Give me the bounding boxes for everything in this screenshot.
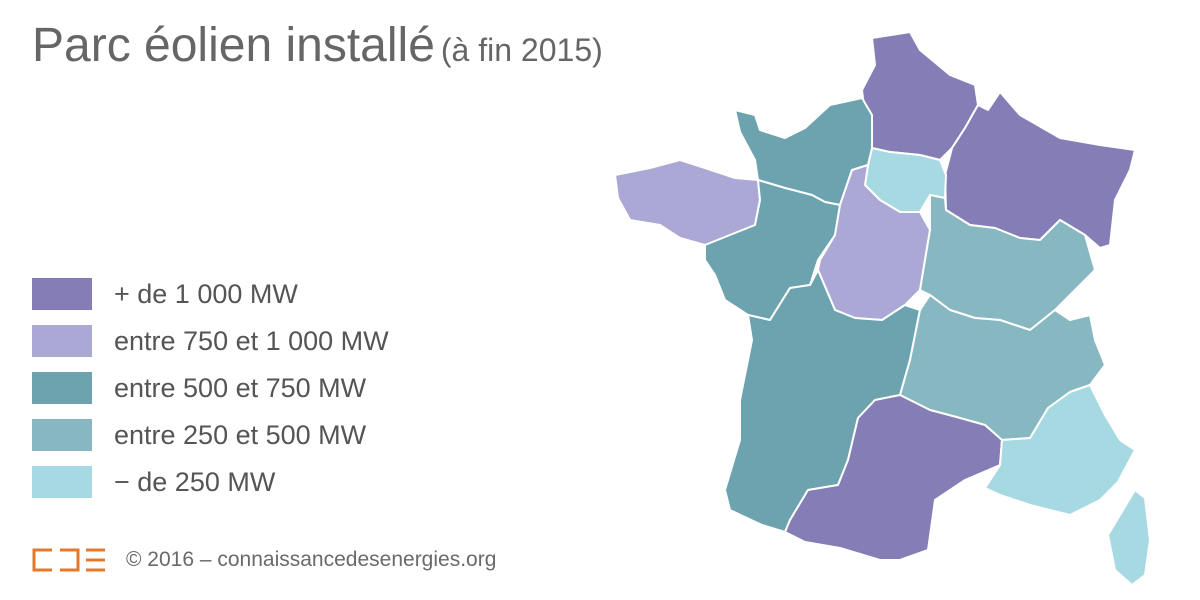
region-corse: [1107, 489, 1151, 586]
legend-label: entre 750 et 1 000 MW: [114, 325, 389, 356]
legend-swatch: [32, 372, 92, 404]
legend-label: + de 1 000 MW: [114, 278, 298, 309]
legend-label: − de 250 MW: [114, 466, 276, 497]
legend-swatch: [32, 466, 92, 498]
copyright-text: © 2016 – connaissancedesenergies.org: [126, 548, 497, 571]
cde-logo-icon: [32, 548, 105, 572]
footer: © 2016 – connaissancedesenergies.org: [32, 544, 496, 576]
france-regions-map: [614, 31, 1151, 586]
legend-label: entre 500 et 750 MW: [114, 372, 367, 403]
legend-item: entre 500 et 750 MW: [32, 372, 389, 404]
legend-label: entre 250 et 500 MW: [114, 419, 367, 450]
legend: + de 1 000 MW entre 750 et 1 000 MW entr…: [32, 278, 389, 498]
legend-swatch: [32, 278, 92, 310]
region-occitanie: [784, 394, 1003, 561]
legend-item: entre 750 et 1 000 MW: [32, 325, 389, 357]
legend-item: + de 1 000 MW: [32, 278, 389, 310]
title-main: Parc éolien installé: [32, 19, 435, 72]
legend-item: entre 250 et 500 MW: [32, 419, 389, 451]
region-bourgogne-franche-comte: [919, 194, 1096, 331]
legend-swatch: [32, 419, 92, 451]
region-provence-alpes-cote-d-azur: [984, 384, 1136, 516]
title-subtitle: (à fin 2015): [440, 32, 603, 68]
legend-swatch: [32, 325, 92, 357]
legend-item: − de 250 MW: [32, 466, 389, 498]
map-title: Parc éolien installé (à fin 2015): [32, 18, 603, 73]
